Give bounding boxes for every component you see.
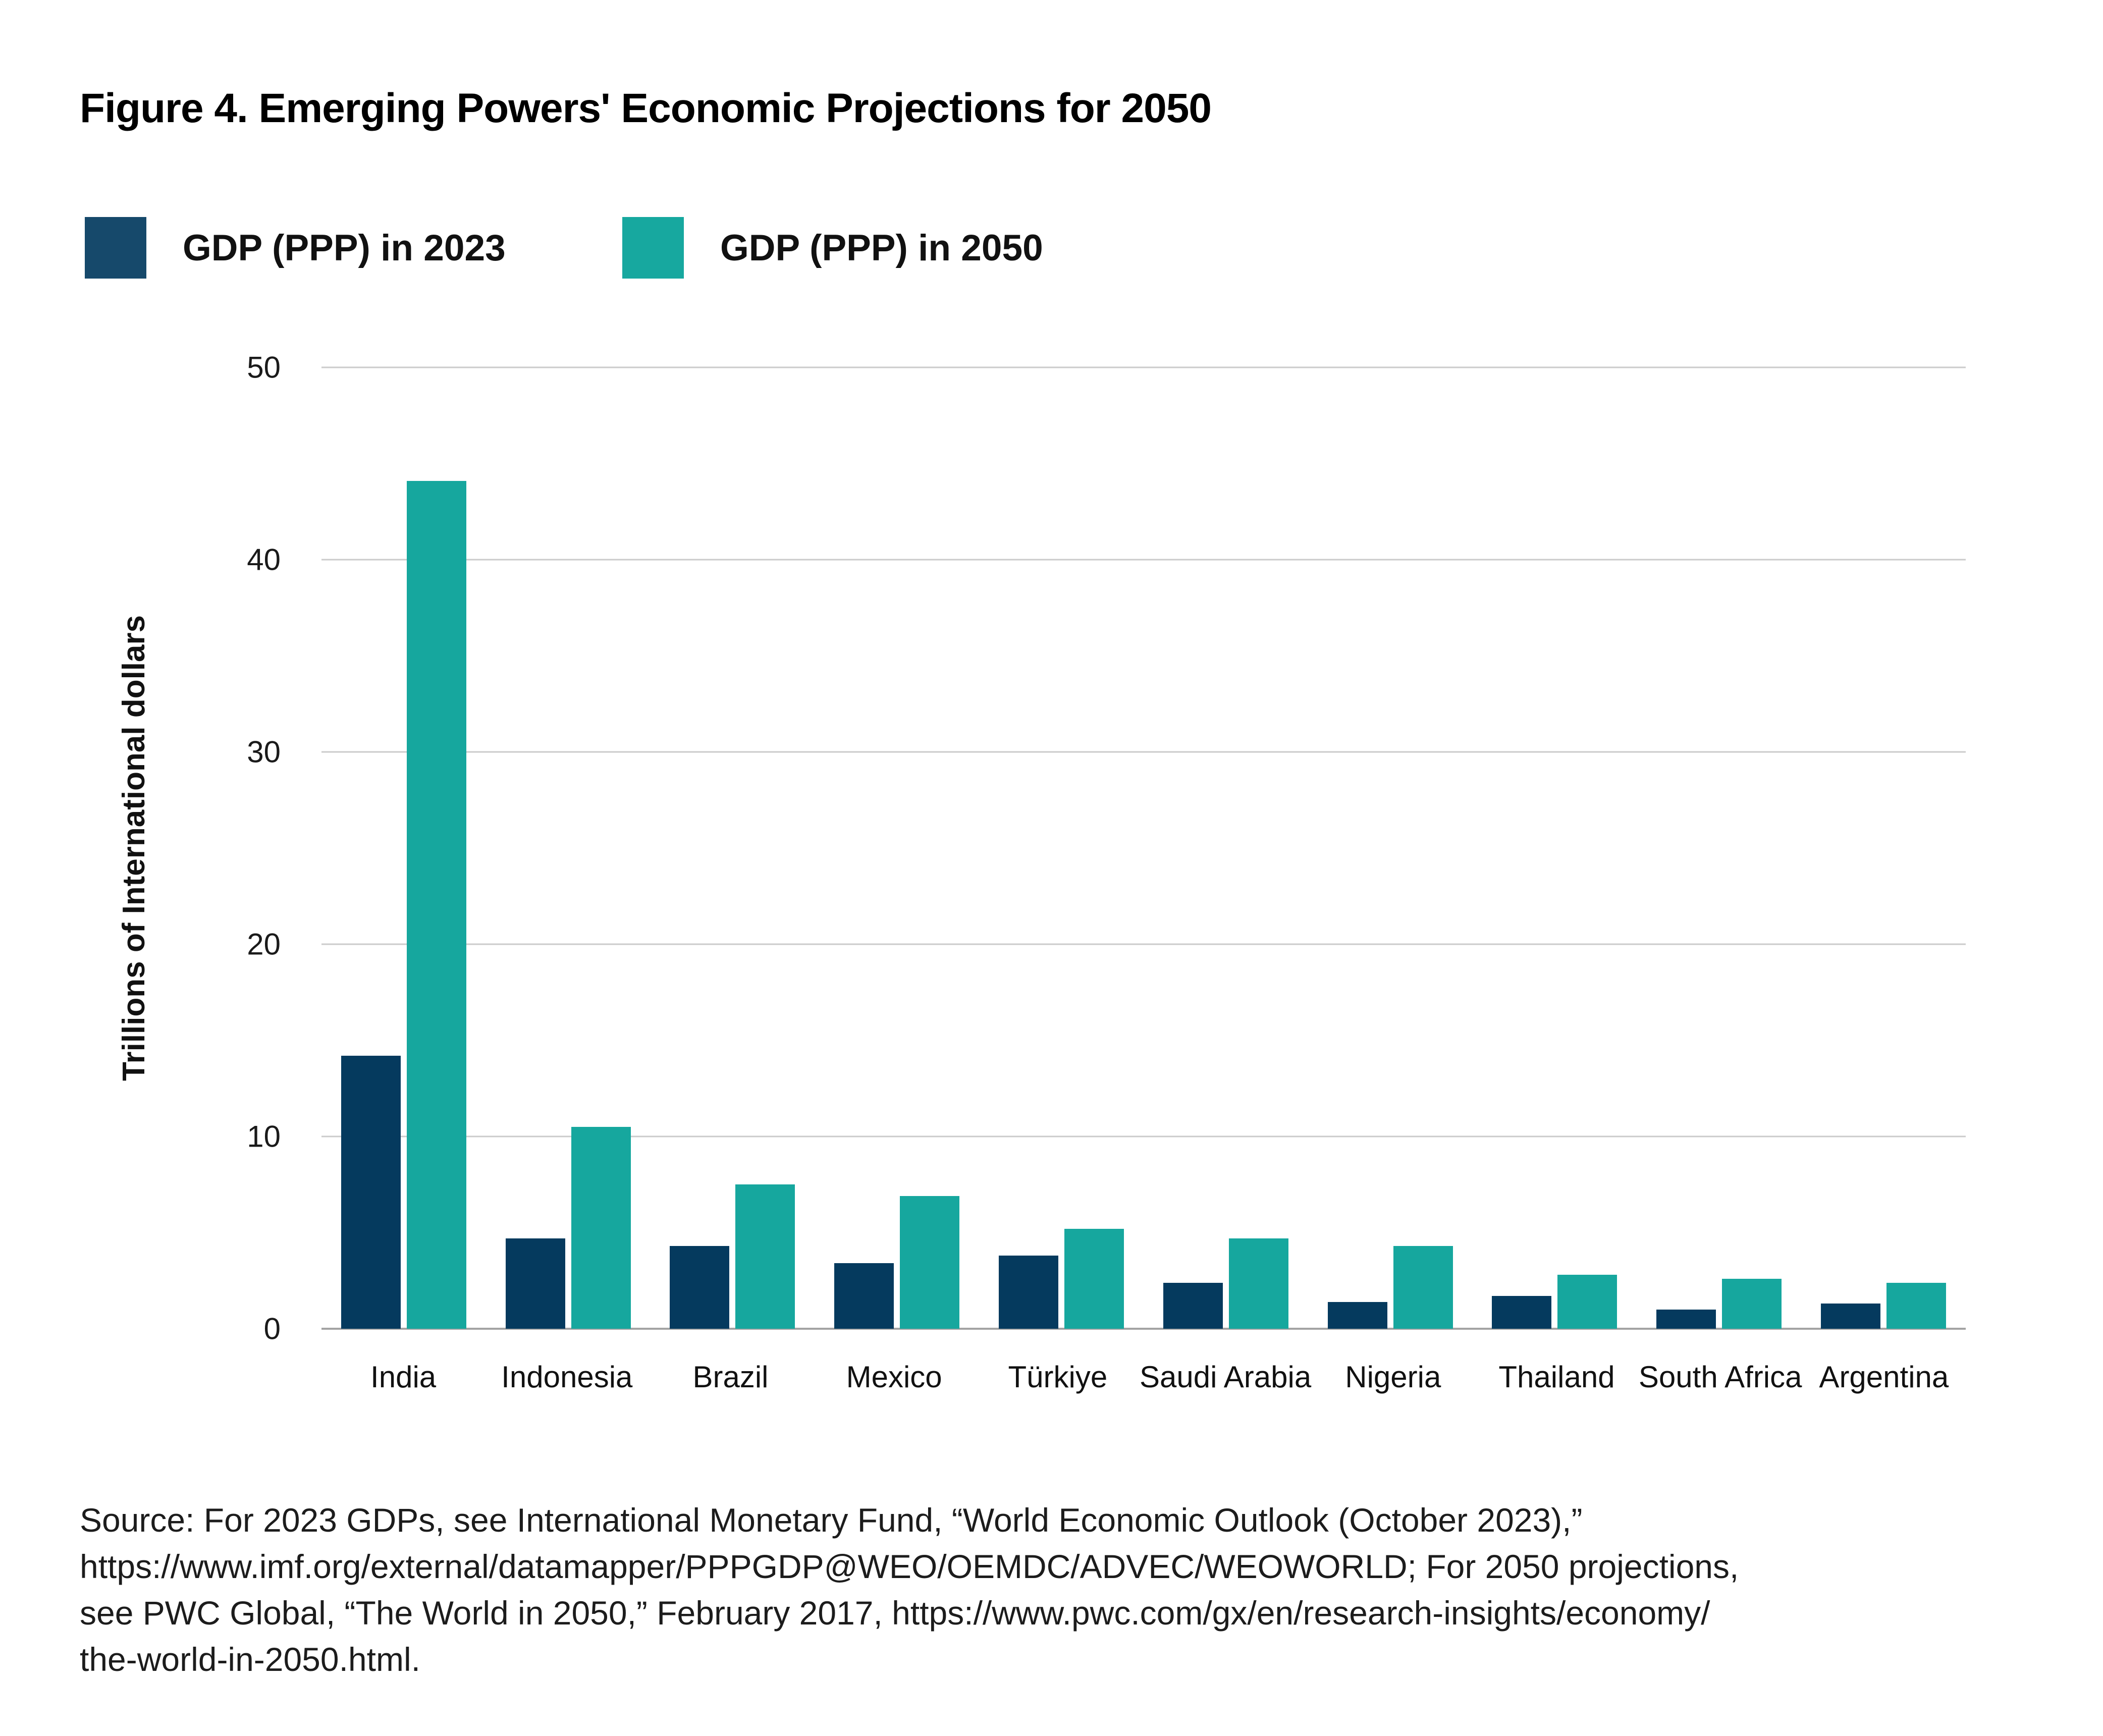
- y-axis-ticks: 0 10 20 30 40 50: [0, 351, 281, 1346]
- x-tick-label-indonesia: Indonesia: [501, 1360, 633, 1394]
- legend-swatch-2023: [85, 217, 146, 279]
- bar-gdp-ppp-in-2023-mexico: [834, 1263, 894, 1329]
- bar-gdp-ppp-in-2050-nigeria: [1393, 1246, 1453, 1329]
- bar-group-india: [321, 367, 486, 1329]
- x-tick-label-saudi-arabia: Saudi Arabia: [1139, 1360, 1312, 1394]
- plot-area: [321, 366, 1966, 1330]
- x-tick-label-t-rkiye: Türkiye: [1008, 1360, 1108, 1394]
- x-tick-label-thailand: Thailand: [1498, 1360, 1615, 1394]
- source-line: the-world-in-2050.html.: [80, 1641, 420, 1678]
- legend-label-2023: GDP (PPP) in 2023: [183, 227, 506, 268]
- gridline-20: [321, 943, 1966, 945]
- y-tick-label-0: 0: [263, 1312, 281, 1346]
- bar-gdp-ppp-in-2023-saudi-arabia: [1163, 1282, 1223, 1329]
- legend-label-2050: GDP (PPP) in 2050: [720, 227, 1043, 268]
- bar-gdp-ppp-in-2050-mexico: [900, 1196, 960, 1329]
- bar-gdp-ppp-in-2050-south-africa: [1722, 1278, 1782, 1329]
- source-line: see PWC Global, “The World in 2050,” Feb…: [80, 1594, 1710, 1632]
- legend-item-2050: GDP (PPP) in 2050: [622, 217, 1043, 279]
- y-tick-label-50: 50: [247, 350, 281, 385]
- y-tick-label-20: 20: [247, 927, 281, 961]
- gridline-10: [321, 1135, 1966, 1137]
- gridline-40: [321, 559, 1966, 561]
- bar-group-nigeria: [1308, 367, 1473, 1329]
- bar-gdp-ppp-in-2023-argentina: [1821, 1304, 1881, 1329]
- bar-gdp-ppp-in-2023-nigeria: [1327, 1301, 1387, 1329]
- bar-gdp-ppp-in-2050-indonesia: [571, 1126, 631, 1329]
- legend-swatch-2050: [622, 217, 684, 279]
- bar-gdp-ppp-in-2050-t-rkiye: [1064, 1228, 1124, 1329]
- gridline-50: [321, 366, 1966, 368]
- bar-group-south-africa: [1637, 367, 1801, 1329]
- y-tick-label-40: 40: [247, 542, 281, 577]
- x-tick-label-argentina: Argentina: [1819, 1360, 1949, 1394]
- bar-gdp-ppp-in-2050-thailand: [1557, 1275, 1617, 1329]
- chart-title: Figure 4. Emerging Powers' Economic Proj…: [80, 85, 1212, 131]
- bar-gdp-ppp-in-2023-thailand: [1492, 1296, 1552, 1329]
- x-tick-label-nigeria: Nigeria: [1345, 1360, 1441, 1394]
- bar-gdp-ppp-in-2050-argentina: [1886, 1282, 1947, 1329]
- bars-layer: [321, 367, 1966, 1329]
- bar-group-brazil: [651, 367, 815, 1329]
- bar-group-argentina: [1801, 367, 1966, 1329]
- x-tick-label-india: India: [370, 1360, 437, 1394]
- bar-gdp-ppp-in-2023-t-rkiye: [999, 1256, 1059, 1329]
- y-tick-label-10: 10: [247, 1119, 281, 1154]
- bar-gdp-ppp-in-2050-saudi-arabia: [1228, 1238, 1288, 1329]
- source-line: Source: For 2023 GDPs, see International…: [80, 1501, 1583, 1539]
- bar-gdp-ppp-in-2023-india: [341, 1055, 401, 1329]
- bar-group-saudi-arabia: [1144, 367, 1308, 1329]
- source-note: Source: For 2023 GDPs, see International…: [80, 1497, 1739, 1683]
- y-tick-label-30: 30: [247, 735, 281, 769]
- gridline-30: [321, 751, 1966, 753]
- x-tick-label-mexico: Mexico: [846, 1360, 942, 1394]
- bar-group-indonesia: [486, 367, 651, 1329]
- gridline-0: [321, 1328, 1966, 1330]
- bar-gdp-ppp-in-2050-brazil: [735, 1184, 795, 1329]
- x-tick-label-brazil: Brazil: [692, 1360, 769, 1394]
- x-axis-labels: India Indonesia Brazil Mexico Türkiye Saudi A…: [321, 1360, 1966, 1394]
- bar-gdp-ppp-in-2023-indonesia: [505, 1238, 565, 1329]
- bar-group-thailand: [1473, 367, 1637, 1329]
- legend-item-2023: GDP (PPP) in 2023: [85, 217, 506, 279]
- bar-gdp-ppp-in-2050-india: [406, 480, 466, 1329]
- bar-group-t-rkiye: [979, 367, 1144, 1329]
- bar-group-mexico: [815, 367, 979, 1329]
- bar-gdp-ppp-in-2023-south-africa: [1656, 1309, 1716, 1329]
- bar-gdp-ppp-in-2023-brazil: [670, 1246, 730, 1329]
- source-line: https://www.imf.org/external/datamapper/…: [80, 1548, 1739, 1585]
- x-tick-label-south-africa: South Africa: [1638, 1360, 1802, 1394]
